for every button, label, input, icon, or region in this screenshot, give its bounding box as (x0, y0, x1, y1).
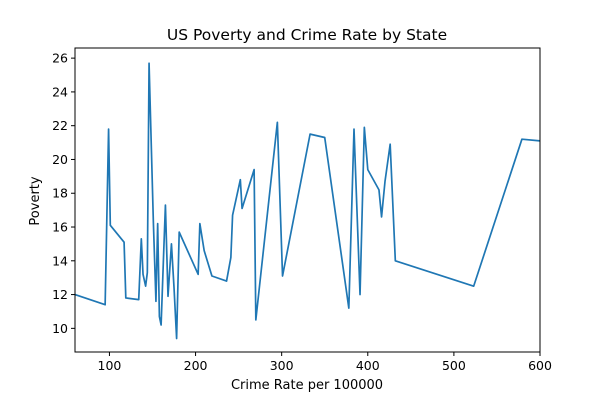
x-tick-label: 400 (356, 358, 380, 373)
y-tick-label: 18 (52, 186, 68, 201)
y-tick-label: 20 (52, 152, 68, 167)
x-tick-label: 100 (98, 358, 122, 373)
plot-area (74, 62, 541, 340)
axes-frame (74, 47, 541, 353)
series-line (74, 62, 541, 340)
x-tick-label: 300 (270, 358, 294, 373)
y-axis-ticks: 10 12 14 16 18 20 22 24 26 (52, 51, 75, 336)
chart-title: US Poverty and Crime Rate by State (167, 26, 447, 44)
y-axis-label: Poverty (28, 176, 43, 225)
y-tick-label: 22 (52, 118, 68, 133)
x-tick-label: 600 (528, 358, 552, 373)
x-axis-ticks: 100 200 300 400 500 600 (98, 352, 552, 373)
y-tick-label: 12 (52, 287, 68, 302)
y-tick-label: 14 (52, 253, 68, 268)
y-tick-label: 24 (52, 84, 68, 99)
y-tick-label: 10 (52, 321, 68, 336)
x-tick-label: 500 (442, 358, 466, 373)
x-axis-label: Crime Rate per 100000 (231, 378, 383, 393)
x-tick-label: 200 (184, 358, 208, 373)
y-tick-label: 26 (52, 51, 68, 66)
y-tick-label: 16 (52, 220, 68, 235)
